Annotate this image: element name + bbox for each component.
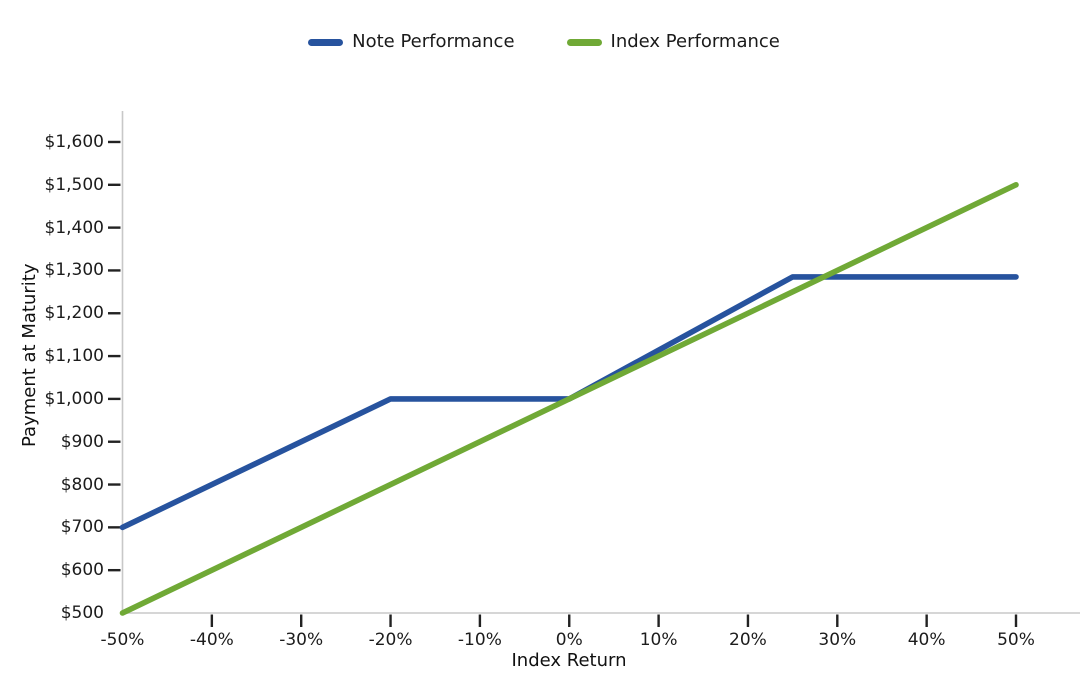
x-tick-label: -10% xyxy=(457,630,502,650)
x-tick-label: -30% xyxy=(279,630,324,650)
y-tick-label: $1,300 xyxy=(44,260,104,281)
legend-item-index-performance: Index Performance xyxy=(566,31,780,53)
y-tick-label: $600 xyxy=(60,560,104,581)
x-tick-label: 40% xyxy=(907,630,946,650)
y-tick-label: $1,100 xyxy=(44,346,104,367)
y-tick-label: $1,600 xyxy=(44,131,104,152)
x-tick-label: 30% xyxy=(818,630,857,650)
y-tick-label: $800 xyxy=(60,474,104,495)
x-tick-label: -20% xyxy=(368,630,413,650)
legend-label-index-performance: Index Performance xyxy=(610,31,780,52)
x-axis-title: Index Return xyxy=(511,650,627,671)
x-tick-label: 20% xyxy=(729,630,767,650)
note-performance-swatch-icon xyxy=(308,38,344,46)
y-tick-label: $1,400 xyxy=(44,217,104,238)
y-tick-label: $1,500 xyxy=(44,174,104,195)
y-tick-label: $900 xyxy=(60,431,104,452)
x-tick-label: -50% xyxy=(100,630,145,650)
legend-item-note-performance: Note Performance xyxy=(308,31,515,53)
x-tick-label: 50% xyxy=(997,630,1035,650)
legend: Note Performance Index Performance xyxy=(0,31,1088,53)
x-tick-label: 0% xyxy=(555,630,583,650)
y-tick-label: $1,000 xyxy=(44,388,104,409)
y-tick-label: $700 xyxy=(60,517,104,538)
index-performance-swatch-icon xyxy=(566,38,602,46)
note-performance-line xyxy=(119,274,1019,531)
legend-label-note-performance: Note Performance xyxy=(352,31,515,52)
y-tick-label: $500 xyxy=(60,603,104,623)
index-performance-line xyxy=(119,182,1019,616)
y-tick-label: $1,200 xyxy=(44,303,104,324)
y-axis-title: Payment at Maturity xyxy=(19,263,40,447)
x-tick-label: 10% xyxy=(639,630,678,650)
x-tick-label: -40% xyxy=(189,630,234,650)
